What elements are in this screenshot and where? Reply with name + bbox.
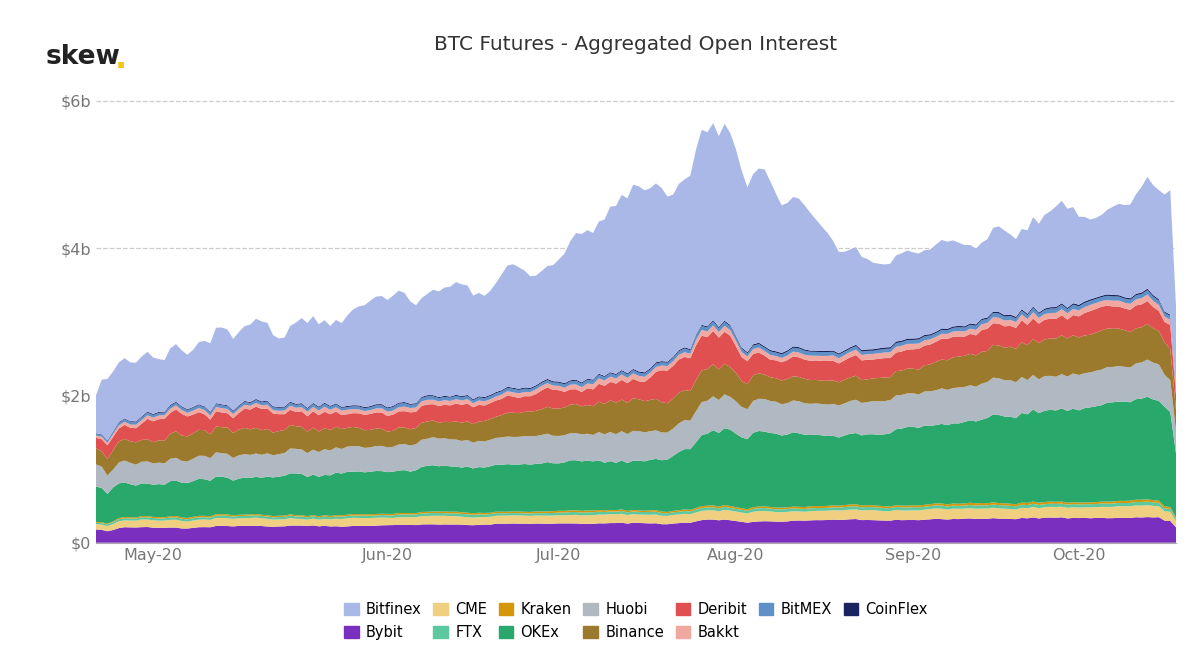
Legend: Bitfinex, Bybit, CME, FTX, Kraken, OKEx, Huobi, Binance, Deribit, Bakkt, BitMEX,: Bitfinex, Bybit, CME, FTX, Kraken, OKEx,… [338,596,934,645]
Text: skew: skew [46,44,120,70]
Text: .: . [115,44,127,74]
Title: BTC Futures - Aggregated Open Interest: BTC Futures - Aggregated Open Interest [434,35,838,54]
